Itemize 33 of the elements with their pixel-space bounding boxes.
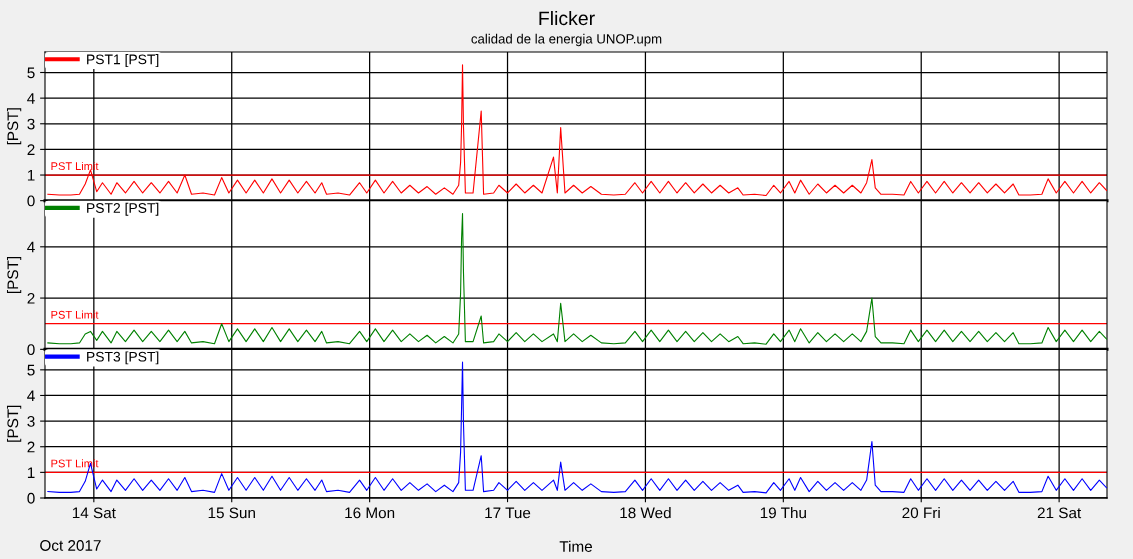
y-tick-label: 4	[27, 390, 35, 402]
y-tick-label: 3	[27, 118, 35, 130]
text: Oct 2017	[40, 540, 101, 551]
legend-label: PST1 [PST]	[87, 54, 159, 68]
x-axis-title: Time	[559, 540, 593, 552]
y-tick-label: 2	[27, 144, 35, 155]
x-tick-label: 21 Sat	[1037, 507, 1082, 519]
y-tick-label: 2	[27, 441, 35, 453]
legend-label: PST2 [PST]	[87, 202, 159, 216]
y-tick-label: 0	[27, 195, 35, 207]
y-tick-label: 1	[27, 170, 35, 181]
x-tick-label: 15 Sun	[208, 507, 255, 519]
x-tick-label: 18 Wed	[620, 507, 671, 519]
y-tick-label: 0	[27, 344, 35, 356]
y-axis-title: [PST]	[6, 256, 22, 294]
legend-label: PST3 [PST]	[87, 351, 159, 365]
y-axis-title: [PST]	[6, 405, 22, 442]
y-tick-label: 1	[27, 467, 35, 478]
y-axis-title: [PST]	[6, 108, 22, 145]
chart-title: Flicker	[539, 10, 595, 26]
y-tick-label: 5	[27, 67, 35, 79]
y-tick-label: 3	[27, 415, 35, 427]
y-tick-label: 5	[27, 364, 35, 376]
y-tick-label: 4	[27, 241, 35, 253]
x-tick-label: 14 Sat	[72, 507, 116, 519]
x-tick-label: 17 Tue	[485, 507, 531, 519]
x-tick-label: 20 Fri	[902, 507, 940, 519]
x-tick-label: 19 Thu	[760, 507, 806, 519]
y-tick-label: 4	[27, 93, 35, 104]
y-tick-label: 2	[27, 292, 35, 304]
y-tick-label: 0	[27, 492, 35, 504]
chart-subtitle: calidad de la energia UNOP.upm	[471, 33, 662, 47]
x-tick-label: 16 Mon	[345, 507, 395, 519]
